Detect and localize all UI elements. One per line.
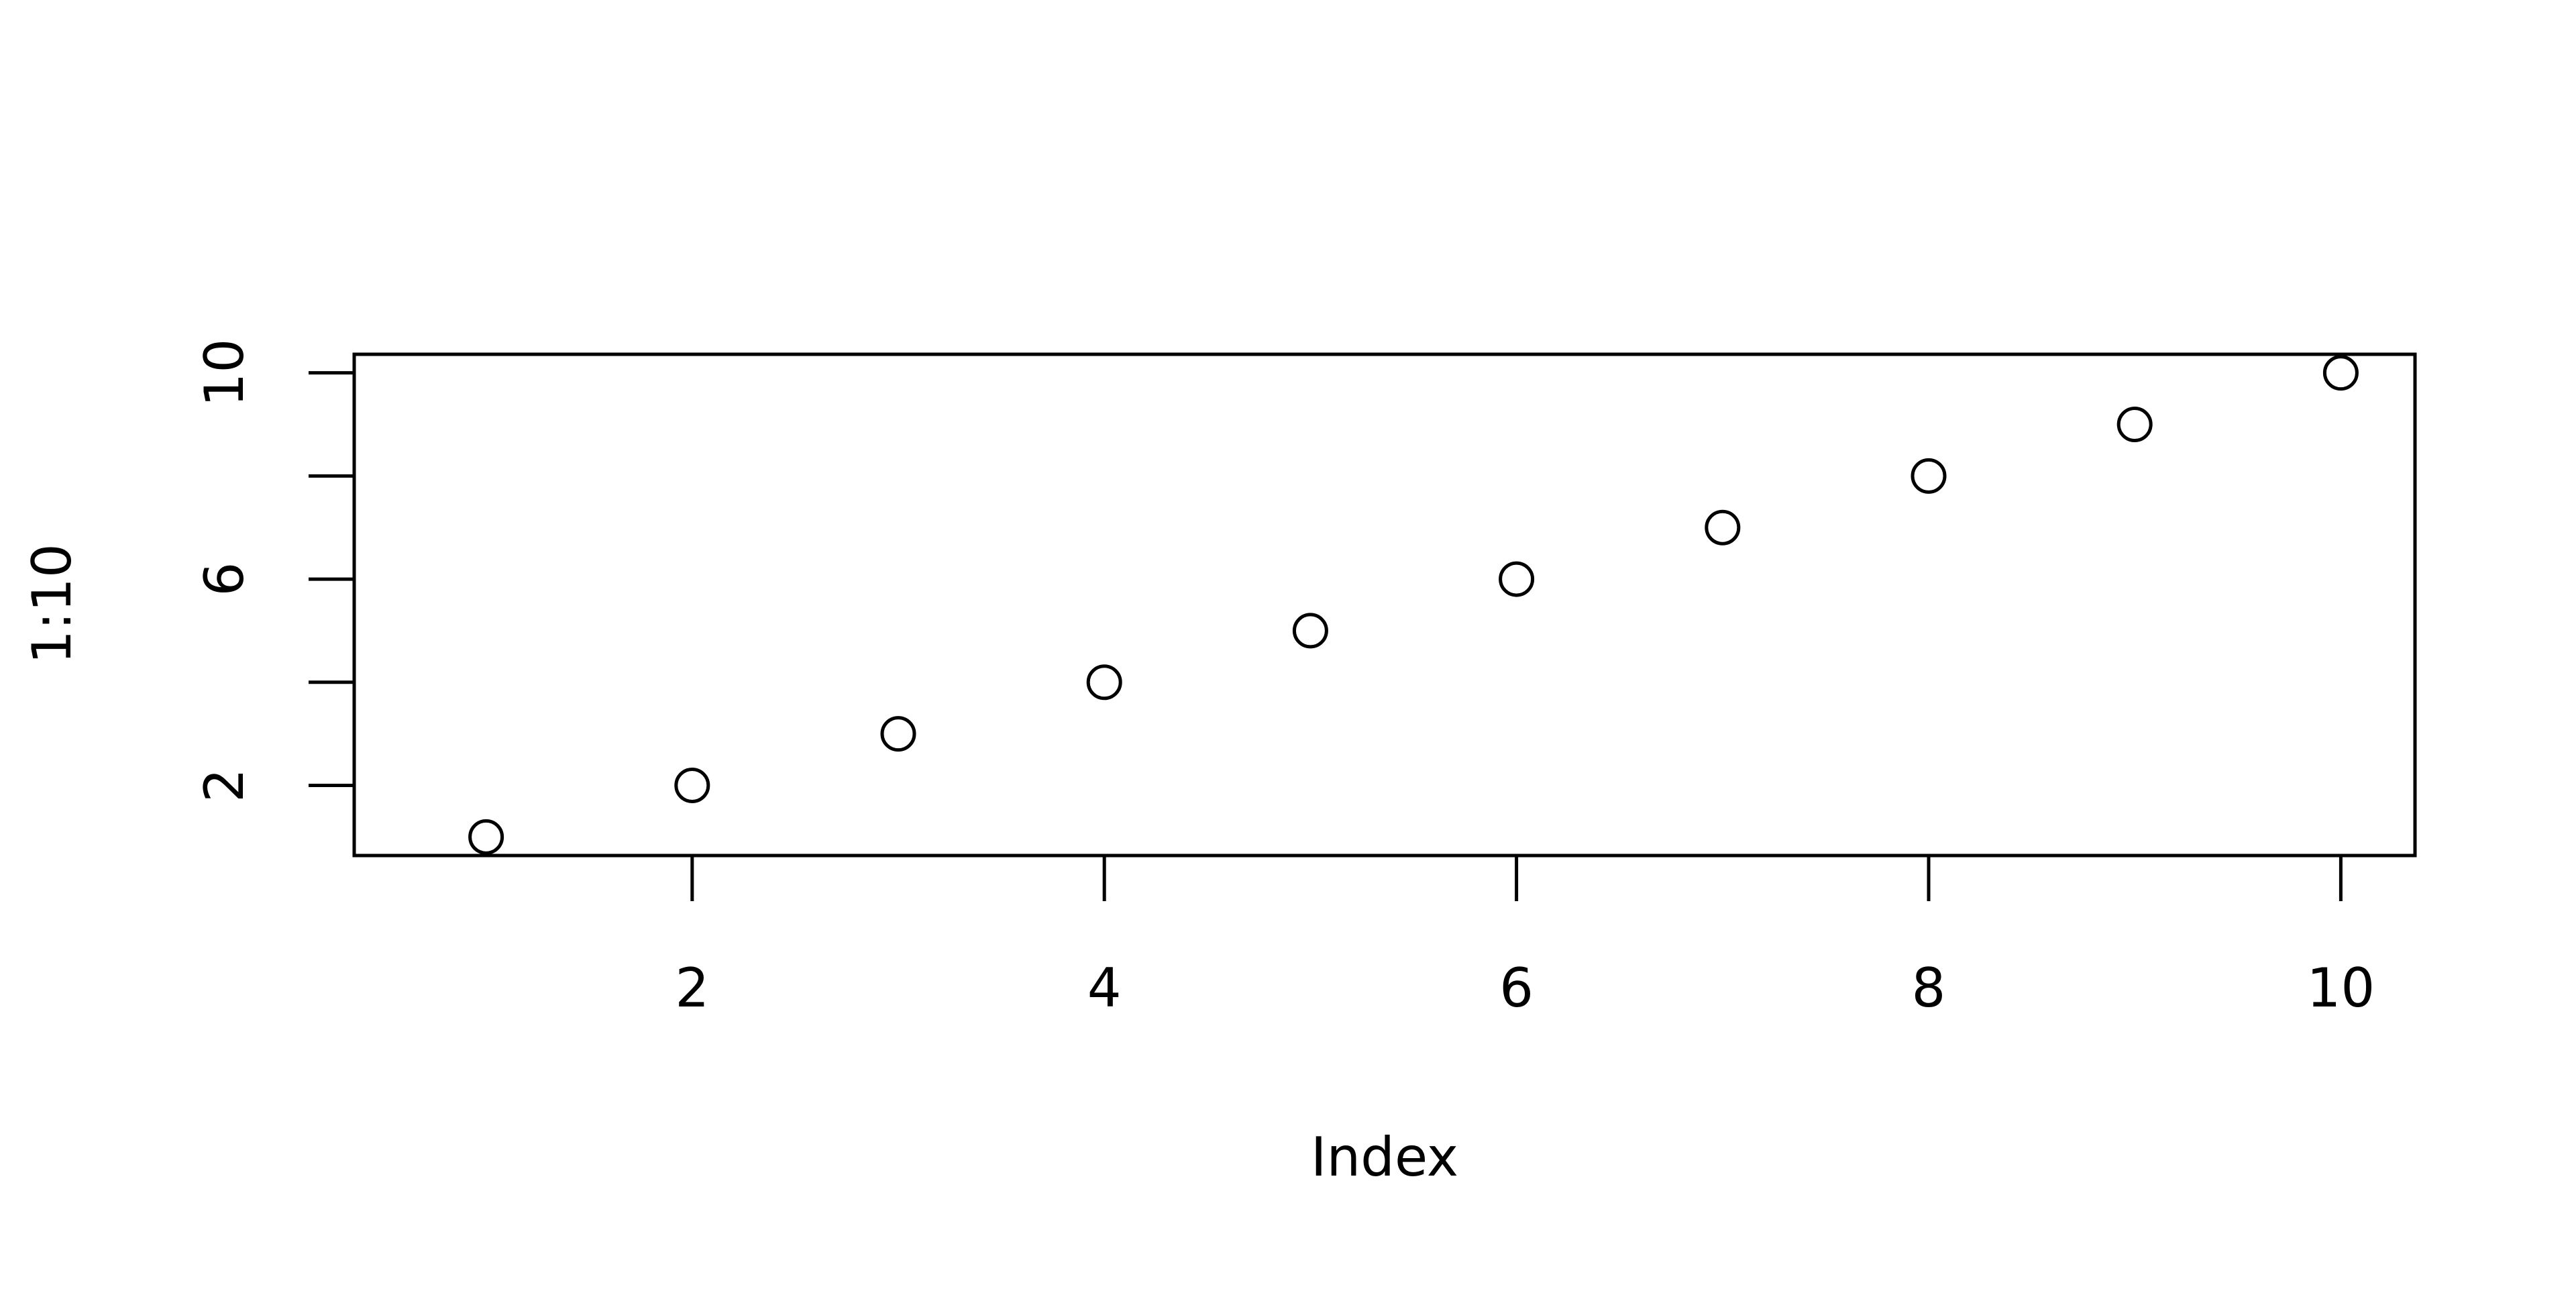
data-points — [468, 355, 2359, 855]
data-point — [1292, 613, 1328, 649]
y-tick-label: 10 — [193, 339, 256, 407]
plot-frame — [352, 352, 2417, 858]
data-point — [674, 767, 710, 803]
data-point — [1705, 509, 1741, 546]
data-point — [1499, 561, 1535, 597]
x-axis: 2 4 6 8 10 — [675, 856, 2375, 1019]
y-tick-label: 2 — [193, 768, 256, 803]
x-axis-label: Index — [1311, 1126, 1458, 1188]
x-tick-label: 10 — [2307, 957, 2375, 1019]
data-point — [1911, 458, 1947, 494]
data-point — [2116, 407, 2153, 443]
data-point — [880, 716, 916, 752]
data-point — [1086, 664, 1122, 701]
data-point — [2322, 355, 2359, 391]
data-point — [468, 819, 504, 855]
y-axis: 2 6 10 — [193, 339, 354, 803]
y-tick-label: 6 — [193, 562, 256, 597]
y-axis-label: 1:10 — [21, 544, 83, 664]
x-tick-label: 6 — [1499, 957, 1534, 1019]
x-tick-label: 2 — [675, 957, 709, 1019]
x-tick-label: 8 — [1912, 957, 1946, 1019]
x-tick-label: 4 — [1087, 957, 1122, 1019]
